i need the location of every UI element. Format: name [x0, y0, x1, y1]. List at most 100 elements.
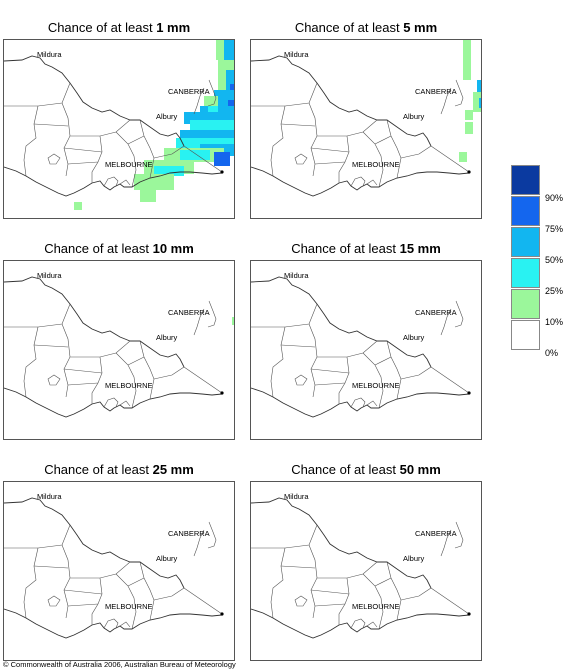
boundary-line: [350, 397, 366, 408]
probability-cell: [180, 150, 210, 160]
map-outline: [4, 55, 224, 197]
city-label-albury: Albury: [403, 333, 425, 342]
boundary-line: [251, 524, 318, 549]
panel-title: Chance of at least 15 mm: [291, 241, 441, 256]
boundary-line: [119, 179, 131, 186]
boundary-line: [91, 356, 103, 404]
boundary-line: [362, 352, 384, 409]
boundary-line: [430, 145, 470, 173]
city-label-melbourne: MELBOURNE: [105, 160, 153, 169]
boundary-line: [310, 147, 350, 153]
boundary-line: [4, 276, 185, 368]
boundary-line: [400, 587, 432, 601]
boundary-line: [63, 147, 103, 153]
boundary-line: [33, 123, 69, 127]
city-label-mildura: Mildura: [284, 50, 309, 59]
city-label-albury: Albury: [156, 554, 178, 563]
boundary-line: [127, 356, 145, 366]
map-25mm: Mildura CANBERRA Albury MELBOURNE: [3, 481, 235, 661]
boundary-line: [153, 587, 185, 601]
probability-cell: [479, 98, 481, 108]
boundary-line: [440, 529, 452, 557]
coastal-marker: [467, 170, 471, 174]
coastal-marker: [220, 391, 224, 395]
panel-title: Chance of at least 1 mm: [47, 20, 191, 35]
boundary-line: [350, 618, 366, 629]
boundary-line: [183, 366, 223, 394]
boundary-line: [70, 119, 131, 137]
boundary-line: [67, 382, 99, 386]
boundary-line: [23, 326, 39, 398]
panel-title: Chance of at least 50 mm: [291, 462, 441, 477]
probability-cell: [208, 106, 218, 114]
boundary-line: [251, 166, 470, 197]
boundary-line: [280, 344, 316, 348]
boundary-line: [139, 340, 155, 400]
boundary-line: [400, 145, 432, 159]
probability-cell: [232, 317, 234, 325]
boundary-line: [440, 308, 452, 336]
boundary-line: [430, 587, 470, 615]
probability-cell: [465, 122, 473, 134]
probability-cell: [204, 96, 218, 108]
probability-cell: [459, 152, 467, 162]
boundary-line: [314, 161, 346, 165]
city-label-canberra: CANBERRA: [415, 529, 457, 538]
boundary-line: [183, 587, 223, 615]
boundary-line: [61, 544, 71, 619]
probability-cell: [463, 40, 471, 80]
legend-label-75: 75%: [545, 224, 564, 234]
boundary-line: [33, 565, 69, 569]
boundary-line: [338, 356, 350, 404]
boundary-line: [251, 82, 318, 107]
boundary-line: [374, 135, 392, 145]
map-outline: [4, 497, 224, 639]
boundary-line: [61, 102, 71, 177]
city-label-melbourne: MELBOURNE: [105, 602, 153, 611]
boundary-line: [4, 387, 223, 418]
map-outline: [251, 497, 471, 639]
boundary-line: [67, 603, 99, 607]
city-label-mildura: Mildura: [37, 492, 62, 501]
boundary-line: [207, 300, 217, 328]
boundary-line: [280, 565, 316, 569]
boundary-line: [308, 323, 318, 398]
boundary-line: [47, 595, 61, 607]
boundary-line: [63, 589, 103, 595]
boundary-line: [4, 524, 71, 549]
city-label-mildura: Mildura: [284, 271, 309, 280]
probability-cell: [465, 110, 473, 120]
city-label-canberra: CANBERRA: [168, 87, 210, 96]
city-label-canberra: CANBERRA: [415, 308, 457, 317]
legend-swatch-50: [511, 227, 540, 257]
boundary-line: [193, 529, 205, 557]
boundary-line: [440, 87, 452, 115]
probability-cell: [140, 188, 156, 202]
city-label-mildura: Mildura: [284, 492, 309, 501]
boundary-line: [310, 368, 350, 374]
boundary-line: [119, 400, 131, 407]
legend-swatch-10: [511, 289, 540, 319]
map-50mm: Mildura CANBERRA Albury MELBOURNE: [250, 481, 482, 661]
probability-cell: [477, 80, 481, 92]
legend-label-25: 25%: [545, 286, 564, 296]
boundary-line: [251, 55, 432, 147]
boundary-line: [454, 521, 464, 549]
city-label-melbourne: MELBOURNE: [352, 381, 400, 390]
boundary-line: [127, 577, 145, 587]
boundary-line: [4, 82, 71, 107]
coastal-marker: [220, 170, 224, 174]
copyright-notice: © Commonwealth of Australia 2006, Austra…: [3, 660, 236, 669]
boundary-line: [430, 366, 470, 394]
boundary-line: [270, 326, 286, 398]
legend-swatch-25: [511, 258, 540, 288]
city-label-albury: Albury: [403, 112, 425, 121]
map-outline: [251, 55, 471, 197]
boundary-line: [251, 387, 470, 418]
boundary-line: [193, 87, 205, 115]
boundary-line: [47, 153, 61, 165]
boundary-line: [4, 303, 71, 328]
boundary-line: [310, 589, 350, 595]
boundary-line: [270, 547, 286, 619]
boundary-line: [270, 105, 286, 177]
